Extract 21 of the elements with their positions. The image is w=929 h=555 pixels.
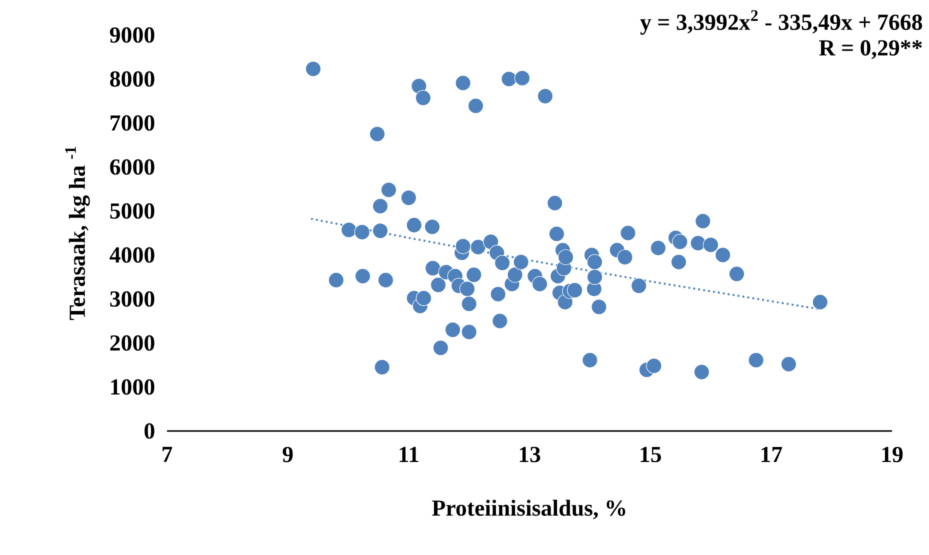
x-tick-label: 15 (640, 446, 661, 462)
x-tick-label: 13 (520, 446, 540, 462)
text: y = 3,3992x$^{2}$ - 335,49x + 7668 (640, 10, 922, 35)
y-tick-label: 2000 (110, 335, 154, 351)
y-tick-label: 8000 (110, 71, 154, 87)
annotation: R = 0,29** (819, 40, 922, 59)
y-tick-label: 5000 (110, 203, 154, 219)
y-tick-label: 1000 (111, 379, 154, 395)
y-axis-title: Terasaak, kg ha $^{-1}$ (65, 146, 90, 320)
y-tick-label: 9000 (110, 27, 154, 43)
y-tick-label: 4000 (110, 247, 154, 263)
y-tick-label: 7000 (110, 115, 154, 131)
x-tick-label: 7 (162, 446, 172, 462)
x-tick-label: 19 (882, 446, 903, 462)
x-tick-label: 17 (762, 446, 782, 462)
x-tick-label: 9 (282, 446, 293, 462)
y-tick-label: 3000 (110, 291, 154, 307)
x-tick-label: 11 (400, 446, 418, 462)
x-axis-title: Proteiinisisaldus, % (432, 500, 626, 520)
y-tick-label: 6000 (110, 159, 154, 175)
y-tick-label: 0 (144, 423, 154, 439)
